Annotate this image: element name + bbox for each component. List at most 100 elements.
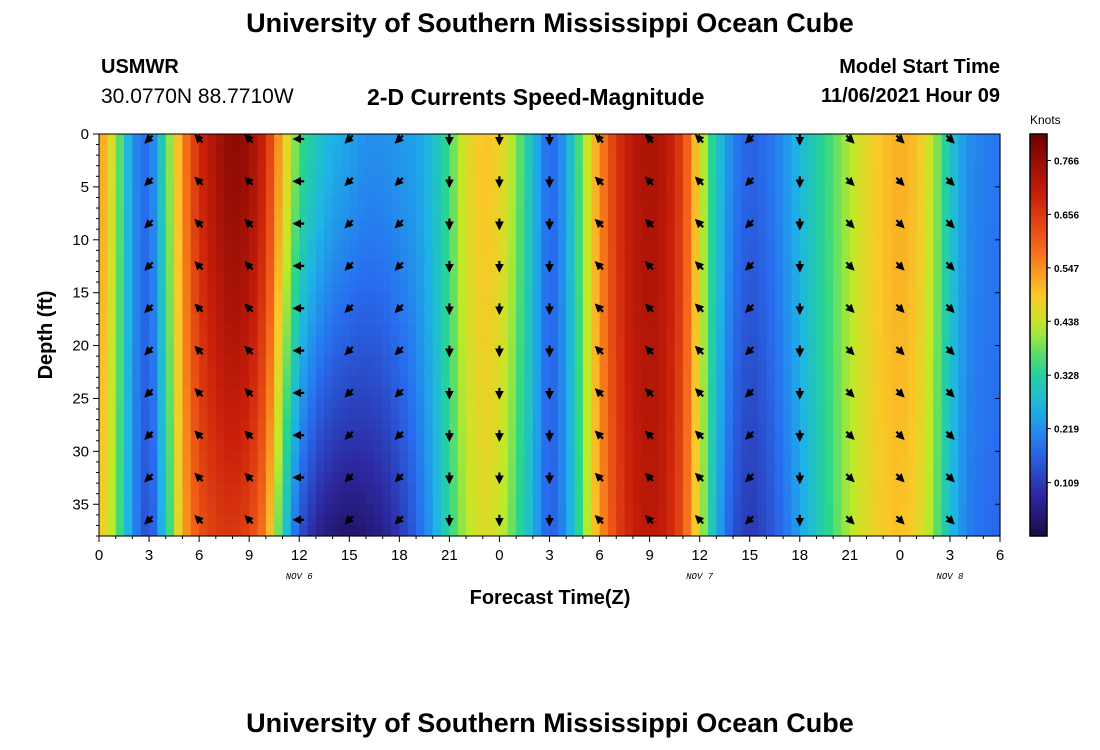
heatmap-cell [474, 197, 484, 209]
heatmap-cell [482, 419, 492, 431]
heatmap-cell [524, 419, 534, 431]
heatmap-cell [232, 409, 242, 421]
heatmap-cell [524, 335, 534, 347]
heatmap-cell [574, 186, 584, 199]
heatmap-cell [941, 229, 951, 241]
heatmap-cell [641, 155, 651, 167]
heatmap-cell [749, 155, 759, 167]
heatmap-cell [207, 525, 217, 537]
heatmap-cell [566, 292, 576, 304]
heatmap-cell [574, 409, 584, 421]
heatmap-cell [866, 134, 876, 146]
heatmap-cell [416, 218, 425, 230]
heatmap-cell [432, 451, 442, 463]
heatmap-cell [416, 134, 425, 146]
heatmap-cell [666, 493, 676, 505]
current-arrow-icon [194, 261, 204, 271]
colorbar-tick-label: 0.109 [1054, 479, 1079, 490]
station-id: USMWR [101, 56, 179, 78]
heatmap-cell [566, 377, 576, 389]
heatmap-cell [632, 239, 642, 251]
heatmap-cell [491, 409, 501, 421]
heatmap-cell [674, 197, 684, 209]
heatmap-cell [232, 271, 242, 283]
heatmap-cell [974, 472, 984, 484]
heatmap-cell [816, 493, 826, 505]
heatmap-cell [632, 260, 642, 273]
heatmap-cell [958, 144, 968, 156]
heatmap-cell [599, 356, 609, 368]
heatmap-cell [824, 356, 834, 368]
heatmap-cell [858, 398, 868, 410]
heatmap-cell [424, 430, 434, 442]
heatmap-cell [207, 335, 217, 347]
heatmap-cell [741, 250, 751, 262]
heatmap-cell [916, 472, 926, 484]
heatmap-cell [824, 440, 834, 452]
heatmap-cell [190, 313, 200, 326]
heatmap-cell [983, 134, 993, 146]
heatmap-cell [474, 165, 484, 177]
heatmap-cell [708, 440, 717, 452]
heatmap-cell [966, 472, 976, 484]
heatmap-cell [507, 504, 517, 516]
heatmap-cell [991, 134, 1001, 146]
heatmap-cell [190, 208, 200, 220]
heatmap-cell [816, 239, 826, 251]
heatmap-cell [524, 451, 534, 463]
heatmap-cell [557, 398, 567, 410]
heatmap-cell [407, 155, 417, 167]
heatmap-cell [132, 186, 142, 199]
heatmap-cell [766, 514, 776, 527]
heatmap-cell [649, 271, 659, 283]
heatmap-cell [541, 282, 551, 294]
current-arrow-icon [644, 261, 655, 271]
heatmap-cell [699, 239, 709, 251]
heatmap-cell [224, 461, 234, 474]
heatmap-cell [866, 514, 876, 527]
heatmap-cell [808, 313, 818, 326]
heatmap-cell [674, 134, 684, 146]
heatmap-cell [966, 430, 976, 442]
heatmap-cell [991, 514, 1001, 527]
heatmap-cell [115, 366, 125, 378]
heatmap-cell [724, 239, 734, 251]
heatmap-cell [607, 313, 617, 326]
heatmap-cell [682, 345, 692, 357]
heatmap-cell [582, 186, 592, 199]
heatmap-cell [733, 292, 742, 304]
heatmap-cell [958, 356, 968, 368]
heatmap-cell [599, 440, 609, 452]
heatmap-cell [783, 345, 793, 357]
heatmap-cell [849, 451, 859, 463]
heatmap-cell [899, 313, 909, 326]
heatmap-cell [349, 451, 359, 463]
heatmap-cell [566, 451, 576, 463]
heatmap-cell [190, 324, 200, 336]
heatmap-cell [199, 377, 209, 389]
heatmap-cell [507, 514, 517, 527]
heatmap-cell [549, 260, 559, 273]
heatmap-cell [632, 472, 642, 484]
heatmap-cell [649, 165, 659, 177]
heatmap-cell [99, 250, 108, 262]
heatmap-cell [933, 282, 943, 294]
heatmap-cell [566, 409, 576, 421]
heatmap-cell [207, 398, 217, 410]
heatmap-cell [991, 377, 1001, 389]
heatmap-cell [365, 525, 375, 537]
heatmap-cell [816, 250, 826, 262]
current-arrow-icon [244, 430, 254, 440]
heatmap-cell [382, 250, 392, 262]
heatmap-cell [157, 197, 167, 209]
heatmap-cell [499, 176, 509, 188]
heatmap-cell [299, 398, 309, 410]
heatmap-cell [824, 483, 834, 495]
current-arrow-icon [744, 346, 755, 356]
heatmap-cell [124, 250, 133, 262]
heatmap-cell [582, 525, 592, 537]
heatmap-cell [824, 229, 834, 241]
heatmap-cell [666, 345, 676, 357]
heatmap-cell [674, 186, 684, 199]
heatmap-cell [399, 165, 409, 177]
